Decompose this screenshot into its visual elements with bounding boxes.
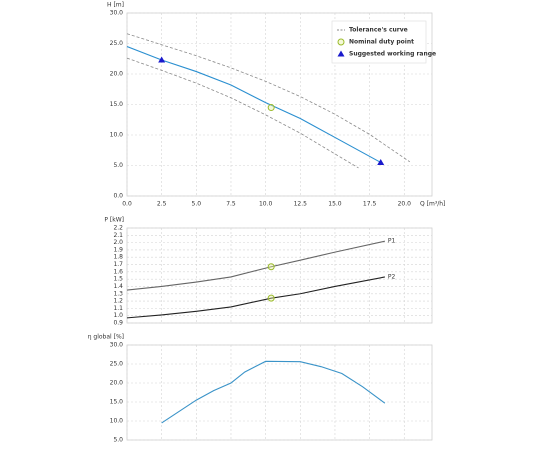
curve bbox=[126, 276, 385, 319]
x-tick-label: 15.0 bbox=[328, 201, 342, 208]
y-tick-label: 2.2 bbox=[113, 225, 123, 232]
y-tick-label: 1.6 bbox=[113, 268, 123, 275]
plot-area bbox=[126, 344, 433, 441]
x-tick-label: 17.5 bbox=[363, 201, 377, 208]
y-tick-label: 25.0 bbox=[110, 361, 124, 368]
legend-box bbox=[331, 20, 427, 64]
duty-point bbox=[267, 294, 275, 302]
curve bbox=[126, 240, 385, 291]
y-tick-label: 1.7 bbox=[113, 261, 123, 268]
y-tick-label: 15.0 bbox=[110, 399, 124, 406]
y-tick-label: 30.0 bbox=[110, 10, 124, 17]
legend-icon bbox=[337, 38, 345, 46]
x-axis-label: Q [m³/h] bbox=[420, 201, 445, 208]
y-tick-label: 1.5 bbox=[113, 276, 123, 283]
y-tick-label: 30.0 bbox=[110, 342, 124, 349]
y-tick-label: 2.0 bbox=[113, 239, 123, 246]
curve bbox=[161, 360, 386, 424]
range-marker bbox=[158, 56, 166, 63]
series-label: P2 bbox=[388, 273, 396, 280]
legend-label: Nominal duty point bbox=[349, 39, 414, 46]
duty-point bbox=[267, 263, 275, 271]
y-tick-label: 1.4 bbox=[113, 283, 123, 290]
x-tick-label: 20.0 bbox=[398, 201, 412, 208]
legend-label: Suggested working range bbox=[349, 51, 436, 58]
y-tick-label: 1.8 bbox=[113, 254, 123, 261]
plot-area bbox=[126, 227, 433, 324]
y-tick-label: 1.0 bbox=[113, 312, 123, 319]
y-tick-label: 20.0 bbox=[110, 380, 124, 387]
x-tick-label: 12.5 bbox=[294, 201, 308, 208]
y-tick-label: 5.0 bbox=[113, 162, 123, 169]
duty-point bbox=[267, 104, 275, 112]
x-tick-label: 7.5 bbox=[226, 201, 236, 208]
y-tick-label: 5.0 bbox=[113, 437, 123, 444]
x-tick-label: 0.0 bbox=[122, 201, 132, 208]
y-axis-label: η global [%] bbox=[88, 334, 124, 341]
curve bbox=[126, 46, 381, 163]
x-tick-label: 10.0 bbox=[259, 201, 273, 208]
y-tick-label: 1.3 bbox=[113, 290, 123, 297]
y-tick-label: 25.0 bbox=[110, 40, 124, 47]
range-marker bbox=[377, 158, 385, 165]
y-tick-label: 1.1 bbox=[113, 305, 123, 312]
y-tick-label: 10.0 bbox=[110, 132, 124, 139]
curve bbox=[126, 57, 359, 169]
y-axis-label: H [m] bbox=[107, 2, 124, 9]
y-tick-label: 15.0 bbox=[110, 101, 124, 108]
y-tick-label: 0.0 bbox=[113, 193, 123, 200]
y-tick-label: 10.0 bbox=[110, 418, 124, 425]
legend-icon bbox=[337, 50, 345, 57]
series-label: P1 bbox=[388, 238, 396, 245]
y-tick-label: 1.2 bbox=[113, 298, 123, 305]
y-axis-label: P [kW] bbox=[104, 217, 124, 224]
legend-label: Tolerance's curve bbox=[349, 27, 408, 34]
x-tick-label: 5.0 bbox=[192, 201, 202, 208]
y-tick-label: 20.0 bbox=[110, 71, 124, 78]
y-tick-label: 2.1 bbox=[113, 232, 123, 239]
y-tick-label: 0.9 bbox=[113, 320, 123, 327]
curve bbox=[126, 33, 411, 163]
y-tick-label: 1.9 bbox=[113, 246, 123, 253]
x-tick-label: 2.5 bbox=[157, 201, 167, 208]
